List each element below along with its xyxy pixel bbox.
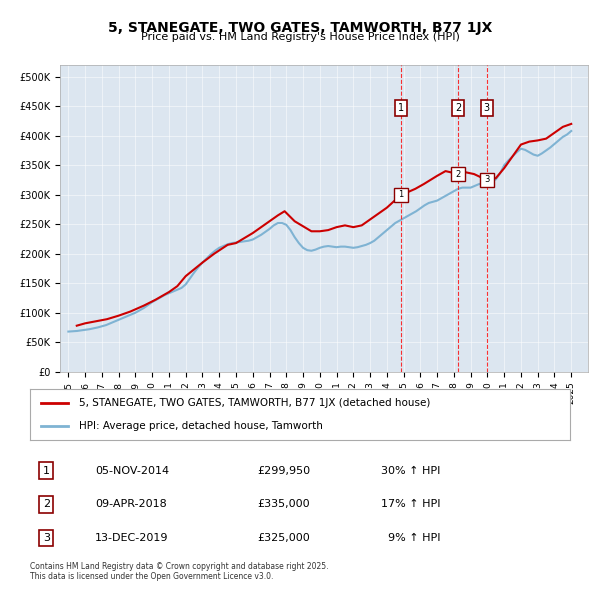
Text: 2: 2 [456, 169, 461, 179]
Text: £299,950: £299,950 [257, 466, 310, 476]
Text: 5, STANEGATE, TWO GATES, TAMWORTH, B77 1JX: 5, STANEGATE, TWO GATES, TAMWORTH, B77 1… [108, 21, 492, 35]
Text: £325,000: £325,000 [257, 533, 310, 543]
Text: 30% ↑ HPI: 30% ↑ HPI [381, 466, 440, 476]
Text: 1: 1 [398, 103, 404, 113]
Text: 3: 3 [43, 533, 50, 543]
Text: Price paid vs. HM Land Registry's House Price Index (HPI): Price paid vs. HM Land Registry's House … [140, 32, 460, 42]
Text: 05-NOV-2014: 05-NOV-2014 [95, 466, 169, 476]
Text: 3: 3 [484, 175, 489, 185]
Text: Contains HM Land Registry data © Crown copyright and database right 2025.
This d: Contains HM Land Registry data © Crown c… [30, 562, 329, 581]
Text: 1: 1 [398, 190, 404, 199]
Text: 5, STANEGATE, TWO GATES, TAMWORTH, B77 1JX (detached house): 5, STANEGATE, TWO GATES, TAMWORTH, B77 1… [79, 398, 430, 408]
Text: £335,000: £335,000 [257, 500, 310, 509]
Text: 17% ↑ HPI: 17% ↑ HPI [381, 500, 440, 509]
Text: 3: 3 [484, 103, 490, 113]
Text: HPI: Average price, detached house, Tamworth: HPI: Average price, detached house, Tamw… [79, 421, 322, 431]
Text: 09-APR-2018: 09-APR-2018 [95, 500, 167, 509]
Text: 9% ↑ HPI: 9% ↑ HPI [381, 533, 440, 543]
Text: 2: 2 [43, 500, 50, 509]
Text: 13-DEC-2019: 13-DEC-2019 [95, 533, 168, 543]
Text: 2: 2 [455, 103, 461, 113]
Text: 1: 1 [43, 466, 50, 476]
